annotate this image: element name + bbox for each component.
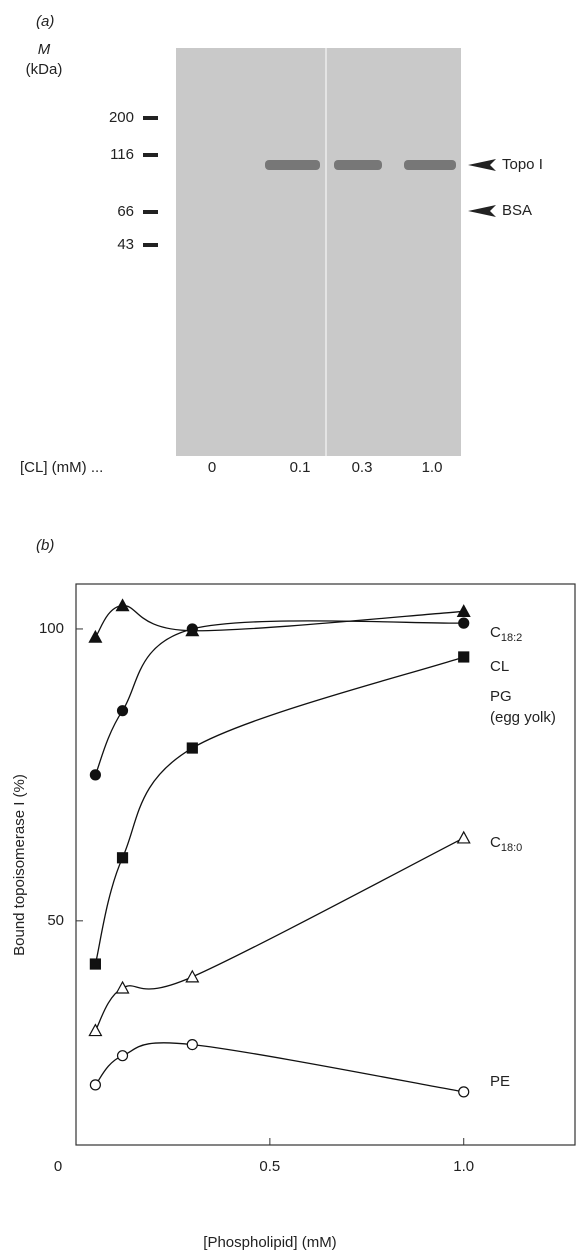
series-label: PE [490,1073,510,1090]
panel-label: (a) [36,13,54,30]
series-line [95,1043,463,1092]
marker-label: 200 [109,109,134,126]
gel [176,48,461,456]
lane-label: 1.0 [422,459,443,476]
point [90,959,100,969]
point [117,982,129,993]
marker-dash [143,153,158,157]
x-axis-label: [Phospholipid] (mM) [203,1234,336,1251]
gel-axis-unit: (kDa) [26,61,63,78]
marker-label: 116 [110,146,134,163]
band-arrow [468,205,496,217]
y-tick-label: 100 [39,620,64,637]
marker-dash [143,210,158,214]
point [118,706,128,716]
lane-label: 0.3 [352,459,373,476]
point [89,631,101,642]
series-line [95,621,463,775]
figure: (a) M (kDa) 200 116 66 43 Topo I BSA [CL] (mM)… [0,0,578,1257]
x-tick-label: 1.0 [453,1158,474,1175]
lane-axis-label: [CL] (mM) ... [20,459,103,476]
point [90,1080,100,1090]
y-axis-label: Bound topoisomerase I (%) [11,774,28,956]
band-arrow [468,159,496,171]
series-label: CL [490,658,509,675]
marker-dash [143,116,158,120]
point [187,743,197,753]
gel-band [404,160,456,170]
x-tick-label: 0.5 [259,1158,280,1175]
point [118,853,128,863]
marker-label: 66 [117,203,134,220]
page: (a) M (kDa) 200 116 66 43 Topo I BSA [CL] (mM)… [0,0,578,1257]
point [459,652,469,662]
gel-band [265,160,320,170]
series-label: C18:2 [490,624,522,644]
y-tick-label: 50 [47,912,64,929]
series-label: PG [490,688,512,705]
series-label: C18:0 [490,834,522,854]
point [459,618,469,628]
marker-label: 43 [117,236,134,253]
point [89,1025,101,1036]
panel-label: (b) [36,537,54,554]
point [458,605,470,616]
gel-band [334,160,382,170]
series-note: (egg yolk) [490,709,556,726]
series-line [95,838,463,1031]
point [186,971,198,982]
point [459,1087,469,1097]
marker-dash [143,243,158,247]
series-line [95,657,463,964]
band-label: BSA [502,202,532,219]
point [118,1051,128,1061]
point [117,600,129,611]
lane-label: 0 [208,459,216,476]
point [90,770,100,780]
lane-label: 0.1 [290,459,311,476]
point [187,1040,197,1050]
point [458,832,470,843]
gel-axis-label: M [38,41,51,58]
x-tick-label: 0 [54,1158,62,1175]
chart: (b) [Phospholipid] (mM) Bound topoisomeras… [11,537,575,1251]
band-label: Topo I [502,156,543,173]
